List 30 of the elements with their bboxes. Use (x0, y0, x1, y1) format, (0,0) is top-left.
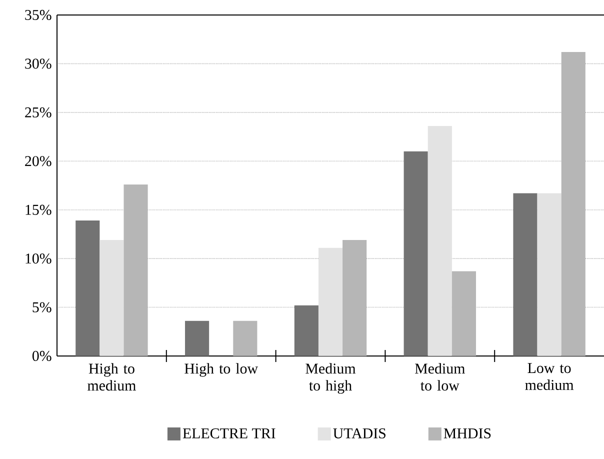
bar (318, 248, 343, 356)
bar (428, 126, 452, 356)
bar (342, 240, 367, 356)
legend-label: ELECTRE TRI (182, 428, 276, 438)
x-tick-label: Medium to high (306, 363, 356, 394)
bar (100, 240, 124, 356)
bar (452, 271, 476, 356)
legend-label: MHDIS (444, 428, 491, 438)
legend-label: UTADIS (333, 428, 386, 438)
bar (124, 184, 148, 356)
y-tick-label: 20% (25, 156, 52, 166)
y-tick-label: 25% (25, 107, 52, 118)
bar (537, 193, 562, 356)
x-tick-label: High to low (184, 363, 258, 377)
y-tick-label: 10% (26, 253, 52, 264)
bar (185, 320, 210, 356)
bar (76, 220, 100, 356)
y-tick-label: 0% (32, 350, 52, 362)
y-tick-label: 15% (26, 204, 52, 215)
x-tick-label: Low to medium (525, 363, 574, 390)
y-tick-label: 35% (25, 10, 52, 20)
bar (294, 305, 318, 356)
y-tick-label: 30% (25, 58, 52, 69)
x-tick-label: Medium to low (415, 363, 465, 391)
bar (513, 193, 538, 356)
bar (561, 52, 586, 356)
x-tick-label: High to medium (88, 363, 136, 391)
bar (404, 151, 428, 356)
y-tick-label: 5% (32, 302, 52, 312)
bar (233, 320, 258, 356)
